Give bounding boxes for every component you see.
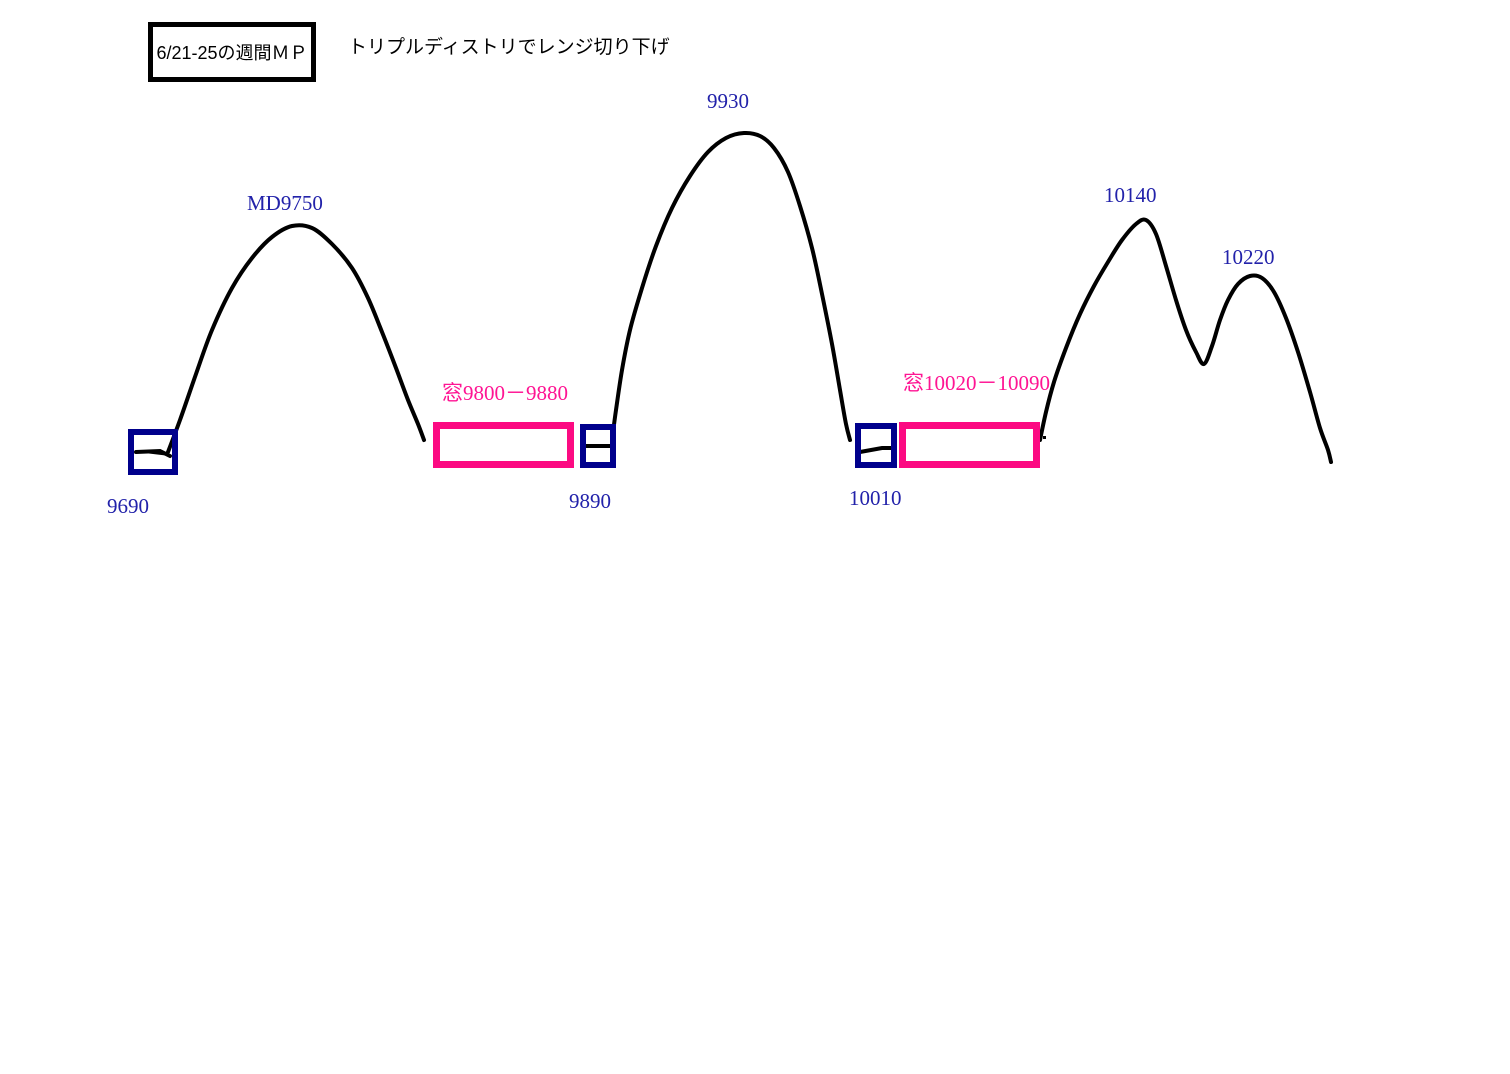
window-label-9800-9880: 窓9800－9880 <box>442 381 568 405</box>
stray-dot-marker <box>1043 436 1046 439</box>
value-box-9690 <box>128 429 178 475</box>
label-9890: 9890 <box>569 489 611 513</box>
curve-distribution-3 <box>1038 217 1333 464</box>
label-10140: 10140 <box>1104 183 1157 207</box>
curve-distribution-2 <box>610 130 852 442</box>
value-box-9890 <box>580 424 616 468</box>
value-box-10010 <box>855 423 897 468</box>
label-10010: 10010 <box>849 486 902 510</box>
window-box-10020-10090 <box>899 422 1040 468</box>
label-10220: 10220 <box>1222 245 1275 269</box>
title-box-label: 6/21-25の週間ＭＰ <box>156 43 308 63</box>
window-label-10020-10090: 窓10020－10090 <box>903 371 1050 395</box>
label-9690: 9690 <box>107 494 149 518</box>
label-9930: 9930 <box>707 89 749 113</box>
headline-note: トリプルディストリでレンジ切り下げ <box>348 37 670 58</box>
label-md9750: MD9750 <box>247 191 323 215</box>
title-box: 6/21-25の週間ＭＰ <box>148 22 316 82</box>
curve-distribution-1 <box>166 223 426 454</box>
window-box-9800-9880 <box>433 422 574 468</box>
